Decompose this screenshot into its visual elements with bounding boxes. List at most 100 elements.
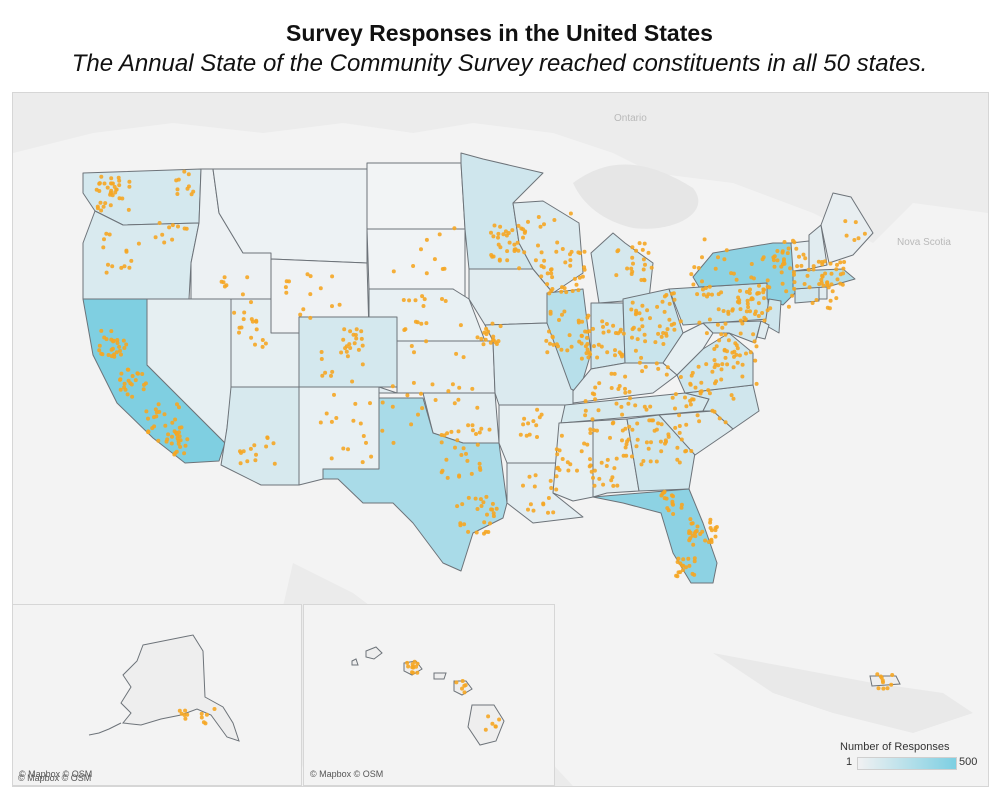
survey-point [174, 178, 179, 183]
survey-point [691, 542, 696, 547]
survey-point [152, 424, 157, 429]
survey-point [775, 249, 780, 253]
survey-point [440, 297, 444, 301]
survey-point [786, 304, 791, 309]
survey-point [679, 505, 684, 510]
state-new-hampshire[interactable] [808, 224, 828, 270]
survey-point [690, 571, 695, 576]
survey-point [391, 269, 396, 274]
survey-point [842, 260, 847, 264]
survey-point [802, 282, 807, 286]
survey-point [454, 680, 459, 685]
survey-point [582, 249, 587, 254]
state-oregon[interactable] [82, 210, 200, 300]
hawaii-inset[interactable]: © Mapbox © OSM [303, 604, 555, 786]
survey-point [738, 318, 743, 323]
survey-point [623, 386, 627, 391]
survey-point [663, 441, 667, 446]
survey-point [354, 336, 359, 341]
survey-point [621, 453, 626, 458]
survey-point [664, 333, 669, 338]
state-delaware[interactable] [756, 320, 770, 340]
survey-point [419, 321, 424, 326]
survey-point [119, 352, 123, 357]
survey-point [601, 330, 606, 335]
survey-point [771, 258, 776, 263]
survey-point [623, 445, 628, 450]
survey-point [191, 189, 196, 194]
survey-point [473, 496, 478, 501]
survey-point [99, 174, 104, 179]
survey-point [115, 338, 120, 342]
survey-point [339, 350, 344, 355]
survey-point [742, 315, 747, 320]
island-kauai[interactable] [365, 646, 383, 660]
survey-point [100, 352, 105, 357]
survey-point [537, 415, 542, 420]
survey-point [889, 682, 894, 687]
survey-point [332, 392, 336, 397]
survey-point [260, 344, 265, 349]
survey-point [470, 386, 475, 391]
survey-point [819, 280, 824, 285]
survey-point [862, 231, 867, 236]
survey-point [364, 440, 368, 445]
survey-point [710, 408, 715, 413]
survey-point [405, 660, 410, 665]
state-mississippi[interactable] [552, 420, 594, 502]
survey-point [684, 448, 689, 453]
territory-puerto-rico[interactable] [869, 675, 901, 687]
island-big-island[interactable] [467, 704, 505, 746]
survey-point [118, 387, 123, 392]
survey-point [700, 279, 704, 284]
survey-point [165, 437, 170, 442]
island-molokai[interactable] [433, 672, 447, 680]
survey-point [482, 330, 487, 335]
survey-point [609, 386, 614, 390]
state-wisconsin[interactable] [512, 200, 584, 294]
survey-point [723, 321, 728, 326]
survey-point [633, 312, 638, 317]
survey-point [646, 250, 651, 255]
legend-title: Number of Responses [840, 741, 950, 753]
survey-point [672, 327, 677, 332]
survey-point [481, 500, 486, 505]
alaska-inset[interactable]: © Mapbox © OSM [12, 604, 302, 786]
survey-point [263, 341, 268, 346]
survey-point [539, 264, 544, 268]
survey-point [644, 407, 649, 412]
survey-point [409, 344, 414, 348]
survey-point [320, 373, 325, 378]
survey-point [516, 223, 521, 228]
survey-point [735, 346, 740, 351]
survey-point [460, 502, 465, 507]
survey-point [746, 305, 751, 310]
survey-point [844, 233, 849, 238]
survey-point [477, 465, 482, 470]
survey-point [580, 274, 585, 279]
survey-point [533, 473, 538, 478]
survey-point [126, 207, 131, 212]
survey-point [597, 381, 602, 386]
state-florida[interactable] [592, 488, 718, 584]
survey-point [156, 402, 161, 407]
state-north-carolina[interactable] [684, 384, 760, 430]
survey-point [182, 226, 187, 231]
survey-point [510, 228, 515, 233]
legend-min-label: 1 [846, 756, 853, 768]
survey-point [479, 504, 484, 508]
survey-point [784, 289, 789, 294]
survey-point [717, 416, 722, 421]
survey-point [761, 287, 766, 292]
survey-point [506, 231, 511, 235]
survey-point [790, 293, 795, 298]
survey-point [693, 385, 698, 390]
survey-point [477, 461, 482, 466]
survey-point [574, 282, 579, 287]
state-alaska[interactable] [120, 634, 240, 742]
survey-point [576, 250, 581, 255]
survey-points-hawaii [405, 659, 502, 732]
survey-point [469, 471, 474, 476]
survey-point [535, 407, 540, 412]
survey-point [737, 298, 742, 303]
